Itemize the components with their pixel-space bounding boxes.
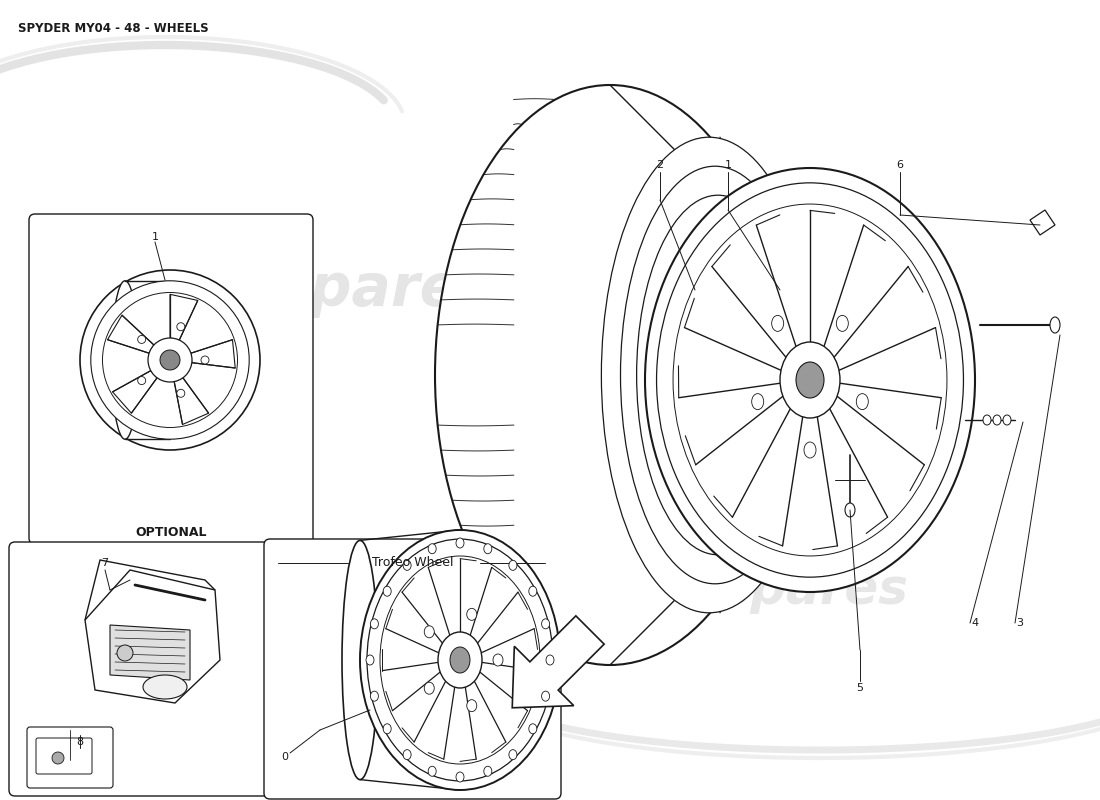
Polygon shape [191, 340, 235, 368]
Ellipse shape [484, 544, 492, 554]
Ellipse shape [403, 560, 411, 570]
Ellipse shape [177, 322, 185, 330]
Ellipse shape [160, 350, 180, 370]
Ellipse shape [102, 293, 238, 427]
Ellipse shape [673, 204, 947, 556]
Ellipse shape [546, 655, 554, 665]
Ellipse shape [379, 556, 540, 764]
Ellipse shape [856, 394, 868, 410]
Polygon shape [170, 294, 198, 340]
Ellipse shape [993, 415, 1001, 425]
Ellipse shape [177, 390, 185, 398]
Ellipse shape [466, 608, 476, 620]
Ellipse shape [438, 632, 482, 688]
FancyBboxPatch shape [28, 727, 113, 788]
Ellipse shape [772, 315, 783, 331]
Ellipse shape [620, 166, 810, 584]
Ellipse shape [111, 281, 139, 439]
Ellipse shape [529, 724, 537, 734]
Text: eurospares: eurospares [592, 566, 908, 614]
Ellipse shape [143, 675, 187, 699]
Text: 1: 1 [725, 160, 732, 170]
Ellipse shape [845, 503, 855, 517]
Ellipse shape [450, 647, 470, 673]
Ellipse shape [148, 338, 192, 382]
Ellipse shape [425, 682, 435, 694]
Ellipse shape [751, 394, 763, 410]
Ellipse shape [403, 750, 411, 760]
Ellipse shape [456, 538, 464, 548]
Ellipse shape [1050, 317, 1060, 333]
Ellipse shape [1003, 415, 1011, 425]
Ellipse shape [456, 772, 464, 782]
Polygon shape [112, 370, 157, 413]
Ellipse shape [509, 750, 517, 760]
Ellipse shape [983, 415, 991, 425]
Ellipse shape [371, 619, 378, 629]
Ellipse shape [493, 654, 503, 666]
Text: 6: 6 [896, 160, 903, 170]
Ellipse shape [804, 442, 816, 458]
Ellipse shape [541, 619, 550, 629]
Ellipse shape [138, 335, 145, 343]
Ellipse shape [509, 560, 517, 570]
Ellipse shape [117, 645, 133, 661]
Ellipse shape [484, 766, 492, 776]
Ellipse shape [602, 138, 816, 613]
FancyBboxPatch shape [29, 214, 313, 544]
Ellipse shape [529, 586, 537, 596]
Polygon shape [85, 570, 220, 703]
Ellipse shape [780, 342, 840, 418]
Polygon shape [110, 625, 190, 680]
Text: SPYDER MY04 - 48 - WHEELS: SPYDER MY04 - 48 - WHEELS [18, 22, 209, 35]
Ellipse shape [836, 315, 848, 331]
Polygon shape [513, 616, 604, 708]
Ellipse shape [434, 85, 785, 665]
Text: 2: 2 [657, 160, 663, 170]
Polygon shape [174, 378, 209, 425]
Text: 1: 1 [152, 232, 158, 242]
Text: eurospares: eurospares [125, 262, 495, 318]
Ellipse shape [80, 270, 260, 450]
Text: Trofeo Wheel: Trofeo Wheel [372, 557, 453, 570]
Ellipse shape [396, 550, 424, 770]
Text: 3: 3 [1016, 618, 1023, 628]
Ellipse shape [138, 377, 145, 385]
Ellipse shape [342, 541, 378, 779]
Text: 5: 5 [857, 683, 864, 693]
FancyBboxPatch shape [36, 738, 92, 774]
Ellipse shape [360, 530, 560, 790]
Ellipse shape [425, 626, 435, 638]
Ellipse shape [201, 356, 209, 364]
Ellipse shape [428, 544, 437, 554]
FancyBboxPatch shape [264, 539, 561, 799]
Ellipse shape [796, 362, 824, 398]
Text: 7: 7 [101, 558, 109, 568]
Ellipse shape [637, 195, 800, 555]
Text: 8: 8 [76, 737, 84, 747]
Text: OPTIONAL: OPTIONAL [135, 526, 207, 539]
Ellipse shape [383, 586, 392, 596]
Ellipse shape [645, 168, 975, 592]
Ellipse shape [428, 766, 437, 776]
Ellipse shape [657, 183, 964, 577]
Ellipse shape [91, 281, 250, 439]
Ellipse shape [367, 539, 553, 781]
Polygon shape [1030, 210, 1055, 235]
Ellipse shape [466, 700, 476, 712]
Ellipse shape [52, 752, 64, 764]
Ellipse shape [371, 691, 378, 701]
Polygon shape [108, 315, 154, 354]
Text: 4: 4 [971, 618, 979, 628]
Text: 0: 0 [282, 752, 288, 762]
Ellipse shape [366, 655, 374, 665]
FancyBboxPatch shape [9, 542, 270, 796]
Ellipse shape [383, 724, 392, 734]
Ellipse shape [541, 691, 550, 701]
